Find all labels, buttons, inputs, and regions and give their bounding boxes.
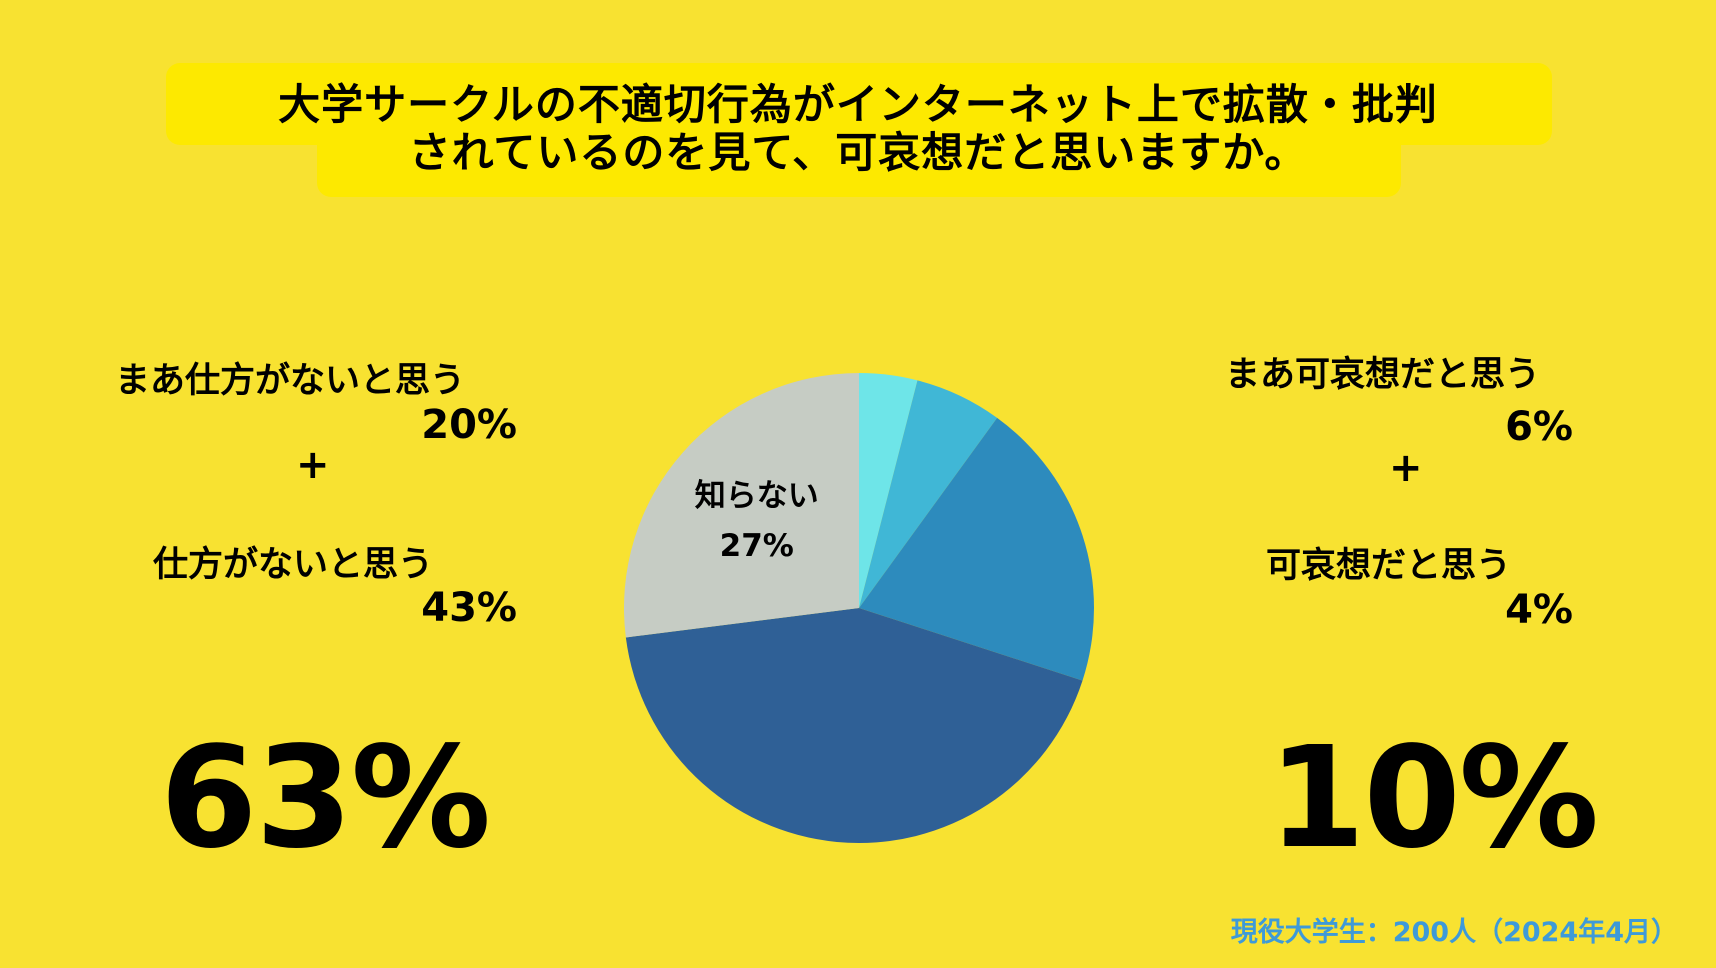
pie-slice-3 [625,608,1083,844]
chart-title-line-1: 大学サークルの不適切行為がインターネット上で拡散・批判 [278,80,1438,129]
pie-slice-value-label: 27% [720,528,794,564]
left-item1-label: まあ仕方がないと思う [115,361,466,401]
pie-slice-2 [859,417,1094,681]
right-plus-sign: + [1389,445,1423,491]
pie-slice-4 [624,373,859,638]
pie-slice-0 [859,373,918,608]
right-item1-value: 6% [1505,404,1573,450]
chart-title-line-2: されているのを見て、可哀想だと思いますか。 [408,128,1308,177]
right-total-value: 10% [1268,717,1599,880]
right-item1-label: まあ可哀想だと思う [1225,355,1541,395]
left-item1-value: 20% [421,402,517,448]
pie-slice-1 [859,380,998,608]
footnote: 現役大学生：200人（2024年4月） [1230,917,1678,948]
title-band-bottom [317,131,1401,197]
left-total-value: 63% [160,717,491,880]
left-plus-sign: + [296,442,330,488]
left-item2-value: 43% [421,585,517,631]
right-item2-label: 可哀想だと思う [1266,546,1512,586]
left-item2-label: 仕方がないと思う [153,545,434,585]
pie-slice-label: 知らない [695,478,819,514]
right-item2-value: 4% [1505,587,1573,633]
